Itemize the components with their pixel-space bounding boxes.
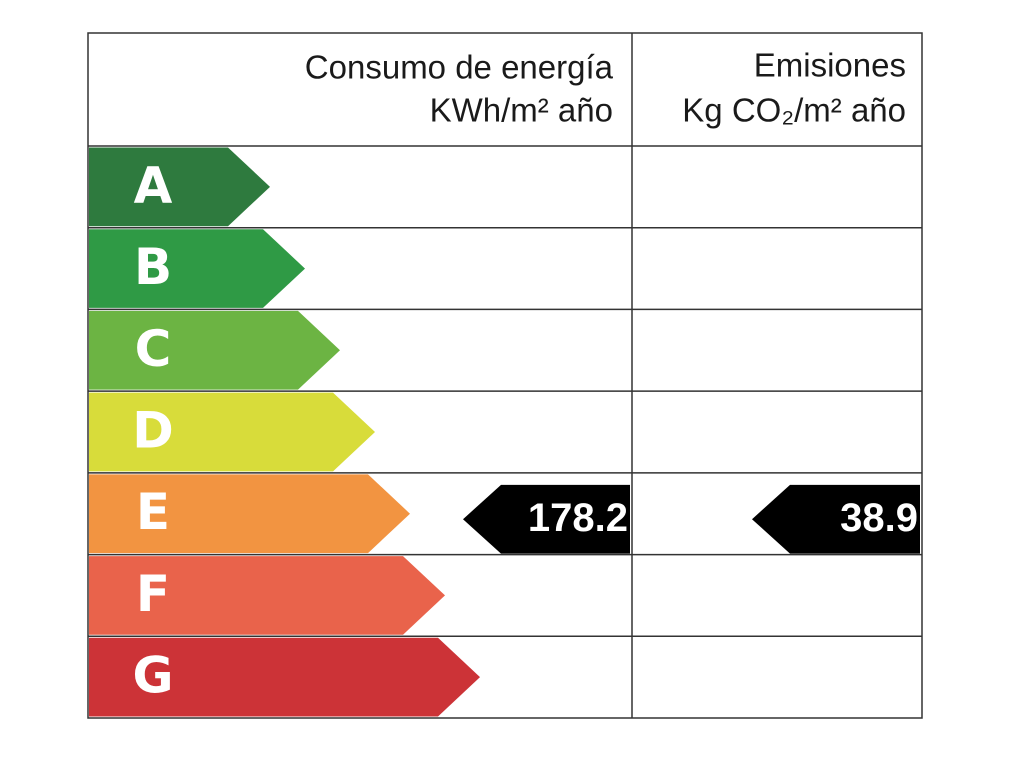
value-arrow (463, 484, 630, 554)
rating-letter: G (132, 647, 173, 705)
energy-unit: KWh/m² año (430, 92, 613, 129)
table-frame (87, 32, 923, 719)
rating-letter: F (136, 565, 170, 623)
rating-letter: C (135, 320, 172, 378)
rating-arrow (89, 147, 270, 227)
rating-letter: A (134, 156, 173, 214)
rating-letter: B (134, 238, 172, 296)
rating-arrow (89, 310, 340, 390)
rating-arrow (89, 637, 480, 717)
rating-letter: E (136, 483, 170, 541)
rating-arrow (89, 392, 375, 472)
value-label: 38.9 (840, 496, 918, 540)
rating-letter: D (132, 402, 174, 460)
rating-arrow (89, 556, 445, 635)
emissions-unit: Kg CO₂/m² año (682, 92, 906, 129)
energy-title: Consumo de energía (305, 49, 614, 86)
rating-arrow (89, 474, 410, 554)
value-arrow (752, 484, 920, 554)
value-label: 178.2 (528, 496, 628, 540)
emissions-title: Emisiones (754, 47, 906, 84)
rating-arrow (89, 229, 305, 308)
